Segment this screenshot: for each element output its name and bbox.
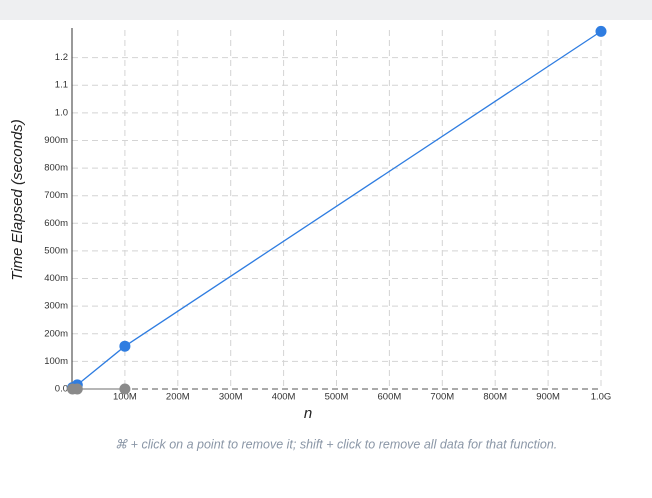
- y-tick-label: 800m: [44, 163, 68, 174]
- data-point: [119, 383, 131, 395]
- x-axis-label: n: [304, 405, 312, 422]
- x-tick-label: 800M: [483, 392, 507, 403]
- x-tick-label: 300M: [219, 392, 243, 403]
- y-tick-label: 200m: [44, 328, 68, 339]
- y-tick-label: 600m: [44, 218, 68, 229]
- x-tick-label: 900M: [536, 392, 560, 403]
- x-tick-label: 700M: [430, 392, 454, 403]
- y-tick-label: 400m: [44, 273, 68, 284]
- x-tick-label: 400M: [272, 392, 296, 403]
- data-point: [595, 25, 607, 37]
- x-tick-label: 200M: [166, 392, 190, 403]
- x-tick-label: 1.0G: [591, 392, 612, 403]
- x-tick-label: 500M: [325, 392, 349, 403]
- y-tick-label: 0.0: [55, 384, 68, 395]
- x-tick-label: 600M: [378, 392, 402, 403]
- y-tick-label: 1.0: [55, 107, 68, 118]
- y-tick-label: 1.2: [55, 52, 68, 63]
- x-tick-label: 100M: [113, 392, 137, 403]
- y-tick-label: 100m: [44, 356, 68, 367]
- data-point: [119, 340, 131, 352]
- y-tick-label: 900m: [44, 135, 68, 146]
- top-bar: [0, 0, 652, 20]
- y-tick-label: 300m: [44, 301, 68, 312]
- y-tick-label: 1.1: [55, 80, 68, 91]
- y-tick-label: 700m: [44, 190, 68, 201]
- y-tick-label: 500m: [44, 245, 68, 256]
- data-point: [71, 383, 83, 395]
- caption: ⌘ + click on a point to remove it; shift…: [115, 437, 558, 451]
- y-axis-label: Time Elapsed (seconds): [9, 119, 26, 281]
